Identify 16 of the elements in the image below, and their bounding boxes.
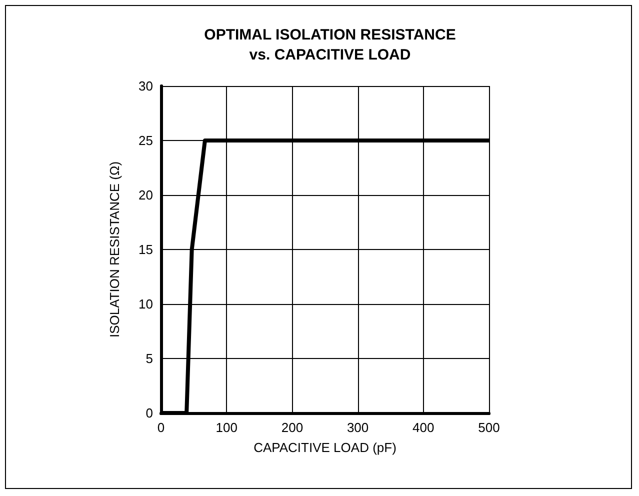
y-tick-label: 15 (138, 242, 153, 257)
x-tick-label: 400 (412, 420, 434, 435)
x-tick-label: 0 (157, 420, 165, 435)
y-tick-label: 30 (138, 78, 153, 94)
chart-title: OPTIMAL ISOLATION RESISTANCE vs. CAPACITIVE LOAD (204, 26, 456, 64)
x-axis-title: CAPACITIVE LOAD (pF) (254, 440, 396, 455)
x-tick-label: 200 (281, 420, 304, 435)
y-tick-label: 25 (138, 133, 153, 148)
y-tick-label: 0 (146, 406, 153, 420)
y-tick-label: 10 (138, 296, 153, 312)
y-tick-label: 20 (138, 188, 153, 202)
x-tick-label: 300 (346, 420, 369, 435)
x-tick-label: 100 (216, 420, 238, 435)
x-tick-label: 500 (478, 420, 500, 435)
y-tick-label: 5 (146, 351, 153, 366)
y-axis-title: ISOLATION RESISTANCE (Ω) (107, 161, 122, 338)
